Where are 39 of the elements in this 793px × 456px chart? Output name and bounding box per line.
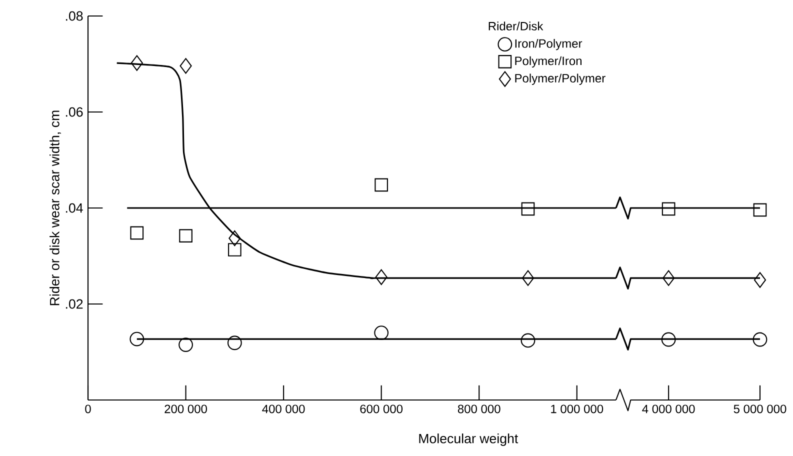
x-tick-label: 0: [85, 404, 91, 414]
x-tick-label: 400 000: [262, 404, 305, 414]
legend-label: Polymer/Iron: [515, 56, 582, 68]
y-tick-label: .06: [66, 107, 83, 117]
legend-label: Polymer/Polymer: [515, 74, 606, 85]
point: [661, 332, 676, 347]
legend-title: Rider/Disk: [488, 22, 544, 30]
point: [130, 226, 144, 240]
x-tick-label: 1 000 000: [551, 404, 604, 414]
point: [521, 202, 535, 216]
point: [662, 202, 676, 216]
x-tick-label: 800 000: [458, 404, 500, 414]
point: [228, 230, 241, 246]
point: [130, 55, 143, 71]
point: [227, 336, 242, 350]
y-tick-label: .08: [66, 11, 83, 21]
point: [522, 270, 534, 286]
point: [178, 338, 193, 352]
point: [752, 332, 768, 347]
x-axis-title: Molecular weight: [419, 433, 518, 446]
point: [375, 269, 388, 285]
point: [374, 178, 388, 192]
y-tick-label: .04: [66, 203, 83, 213]
point: [662, 270, 675, 286]
point: [520, 333, 536, 348]
point: [754, 272, 766, 288]
y-axis-title: Rider or disk wear scar width, cm: [50, 110, 61, 306]
point: [228, 243, 242, 256]
legend-label: Iron/Polymer: [515, 38, 582, 50]
y-tick-label: .02: [66, 299, 83, 309]
point: [753, 203, 767, 217]
x-tick-label: 600 000: [360, 404, 403, 414]
point: [180, 58, 192, 74]
point: [374, 326, 389, 340]
x-tick-label: 5 000 000: [734, 404, 786, 414]
point: [130, 332, 144, 346]
x-tick-label: 4 000 000: [642, 404, 695, 414]
x-tick-label: 200 000: [164, 404, 207, 414]
point: [179, 229, 192, 243]
